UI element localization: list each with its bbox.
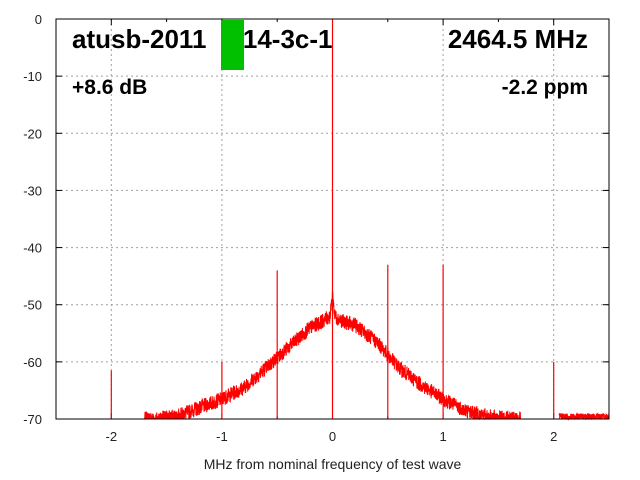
spectrum-trace xyxy=(110,19,610,421)
gain-label: +8.6 dB xyxy=(72,76,148,99)
x-axis-label: MHz from nominal frequency of test wave xyxy=(203,456,462,472)
y-tick-label: 0 xyxy=(35,12,42,27)
x-tick-label: 0 xyxy=(329,429,336,444)
noise-floor-trace xyxy=(144,289,610,421)
y-tick-label: -60 xyxy=(23,355,42,370)
green-marker xyxy=(221,20,244,70)
y-tick-label: -10 xyxy=(23,69,42,84)
frequency-label: 2464.5 MHz xyxy=(447,24,588,54)
chart-axis-labels: -2 -1 0 1 20-10-20-30-40-50-60-70 xyxy=(23,12,557,444)
ppm-label: -2.2 ppm xyxy=(501,76,588,99)
device-id-left: atusb-2011 xyxy=(72,24,207,54)
x-tick-label: -2 xyxy=(106,429,118,444)
y-tick-label: -20 xyxy=(23,126,42,141)
x-tick-label: -1 xyxy=(216,429,228,444)
x-tick-label: 1 xyxy=(439,429,446,444)
device-id-right: 214-3c-1 xyxy=(228,24,333,54)
plot-frame xyxy=(55,18,610,420)
x-tick-label: 2 xyxy=(550,429,557,444)
y-tick-label: -40 xyxy=(23,241,42,256)
y-tick-label: -30 xyxy=(23,183,42,198)
y-tick-label: -70 xyxy=(23,412,42,427)
device-id-label: atusb-2011 214-3c-1 xyxy=(72,24,332,55)
y-tick-label: -50 xyxy=(23,298,42,313)
